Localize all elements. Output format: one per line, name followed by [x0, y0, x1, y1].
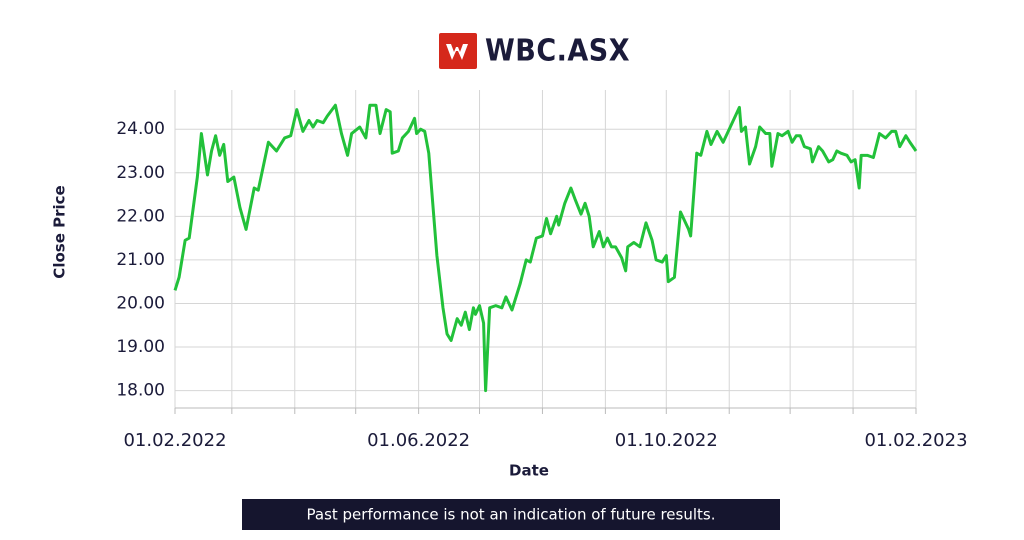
disclaimer: Past performance is not an indication of…	[307, 506, 716, 524]
logo	[439, 33, 477, 69]
y-tick-label: 24.00	[116, 119, 165, 139]
chart-title: WBC.ASX	[485, 34, 630, 69]
price-line	[173, 103, 918, 393]
y-tick-label: 19.00	[116, 337, 165, 357]
x-tick-label: 01.10.2022	[615, 430, 718, 451]
disclaimer-box	[242, 499, 780, 530]
x-tick-label: 01.02.2022	[123, 430, 226, 451]
y-tick-label: 18.00	[116, 381, 165, 401]
y-tick-label: 23.00	[116, 163, 165, 183]
x-axis-label: Date	[509, 462, 549, 480]
y-tick-label: 20.00	[116, 293, 165, 313]
y-tick-label: 22.00	[116, 206, 165, 226]
x-tick-label: 01.02.2023	[864, 430, 967, 451]
y-tick-label: 21.00	[116, 250, 165, 270]
y-axis-label: Close Price	[51, 185, 69, 278]
x-tick-label: 01.06.2022	[367, 430, 470, 451]
logo-mark	[446, 44, 468, 60]
